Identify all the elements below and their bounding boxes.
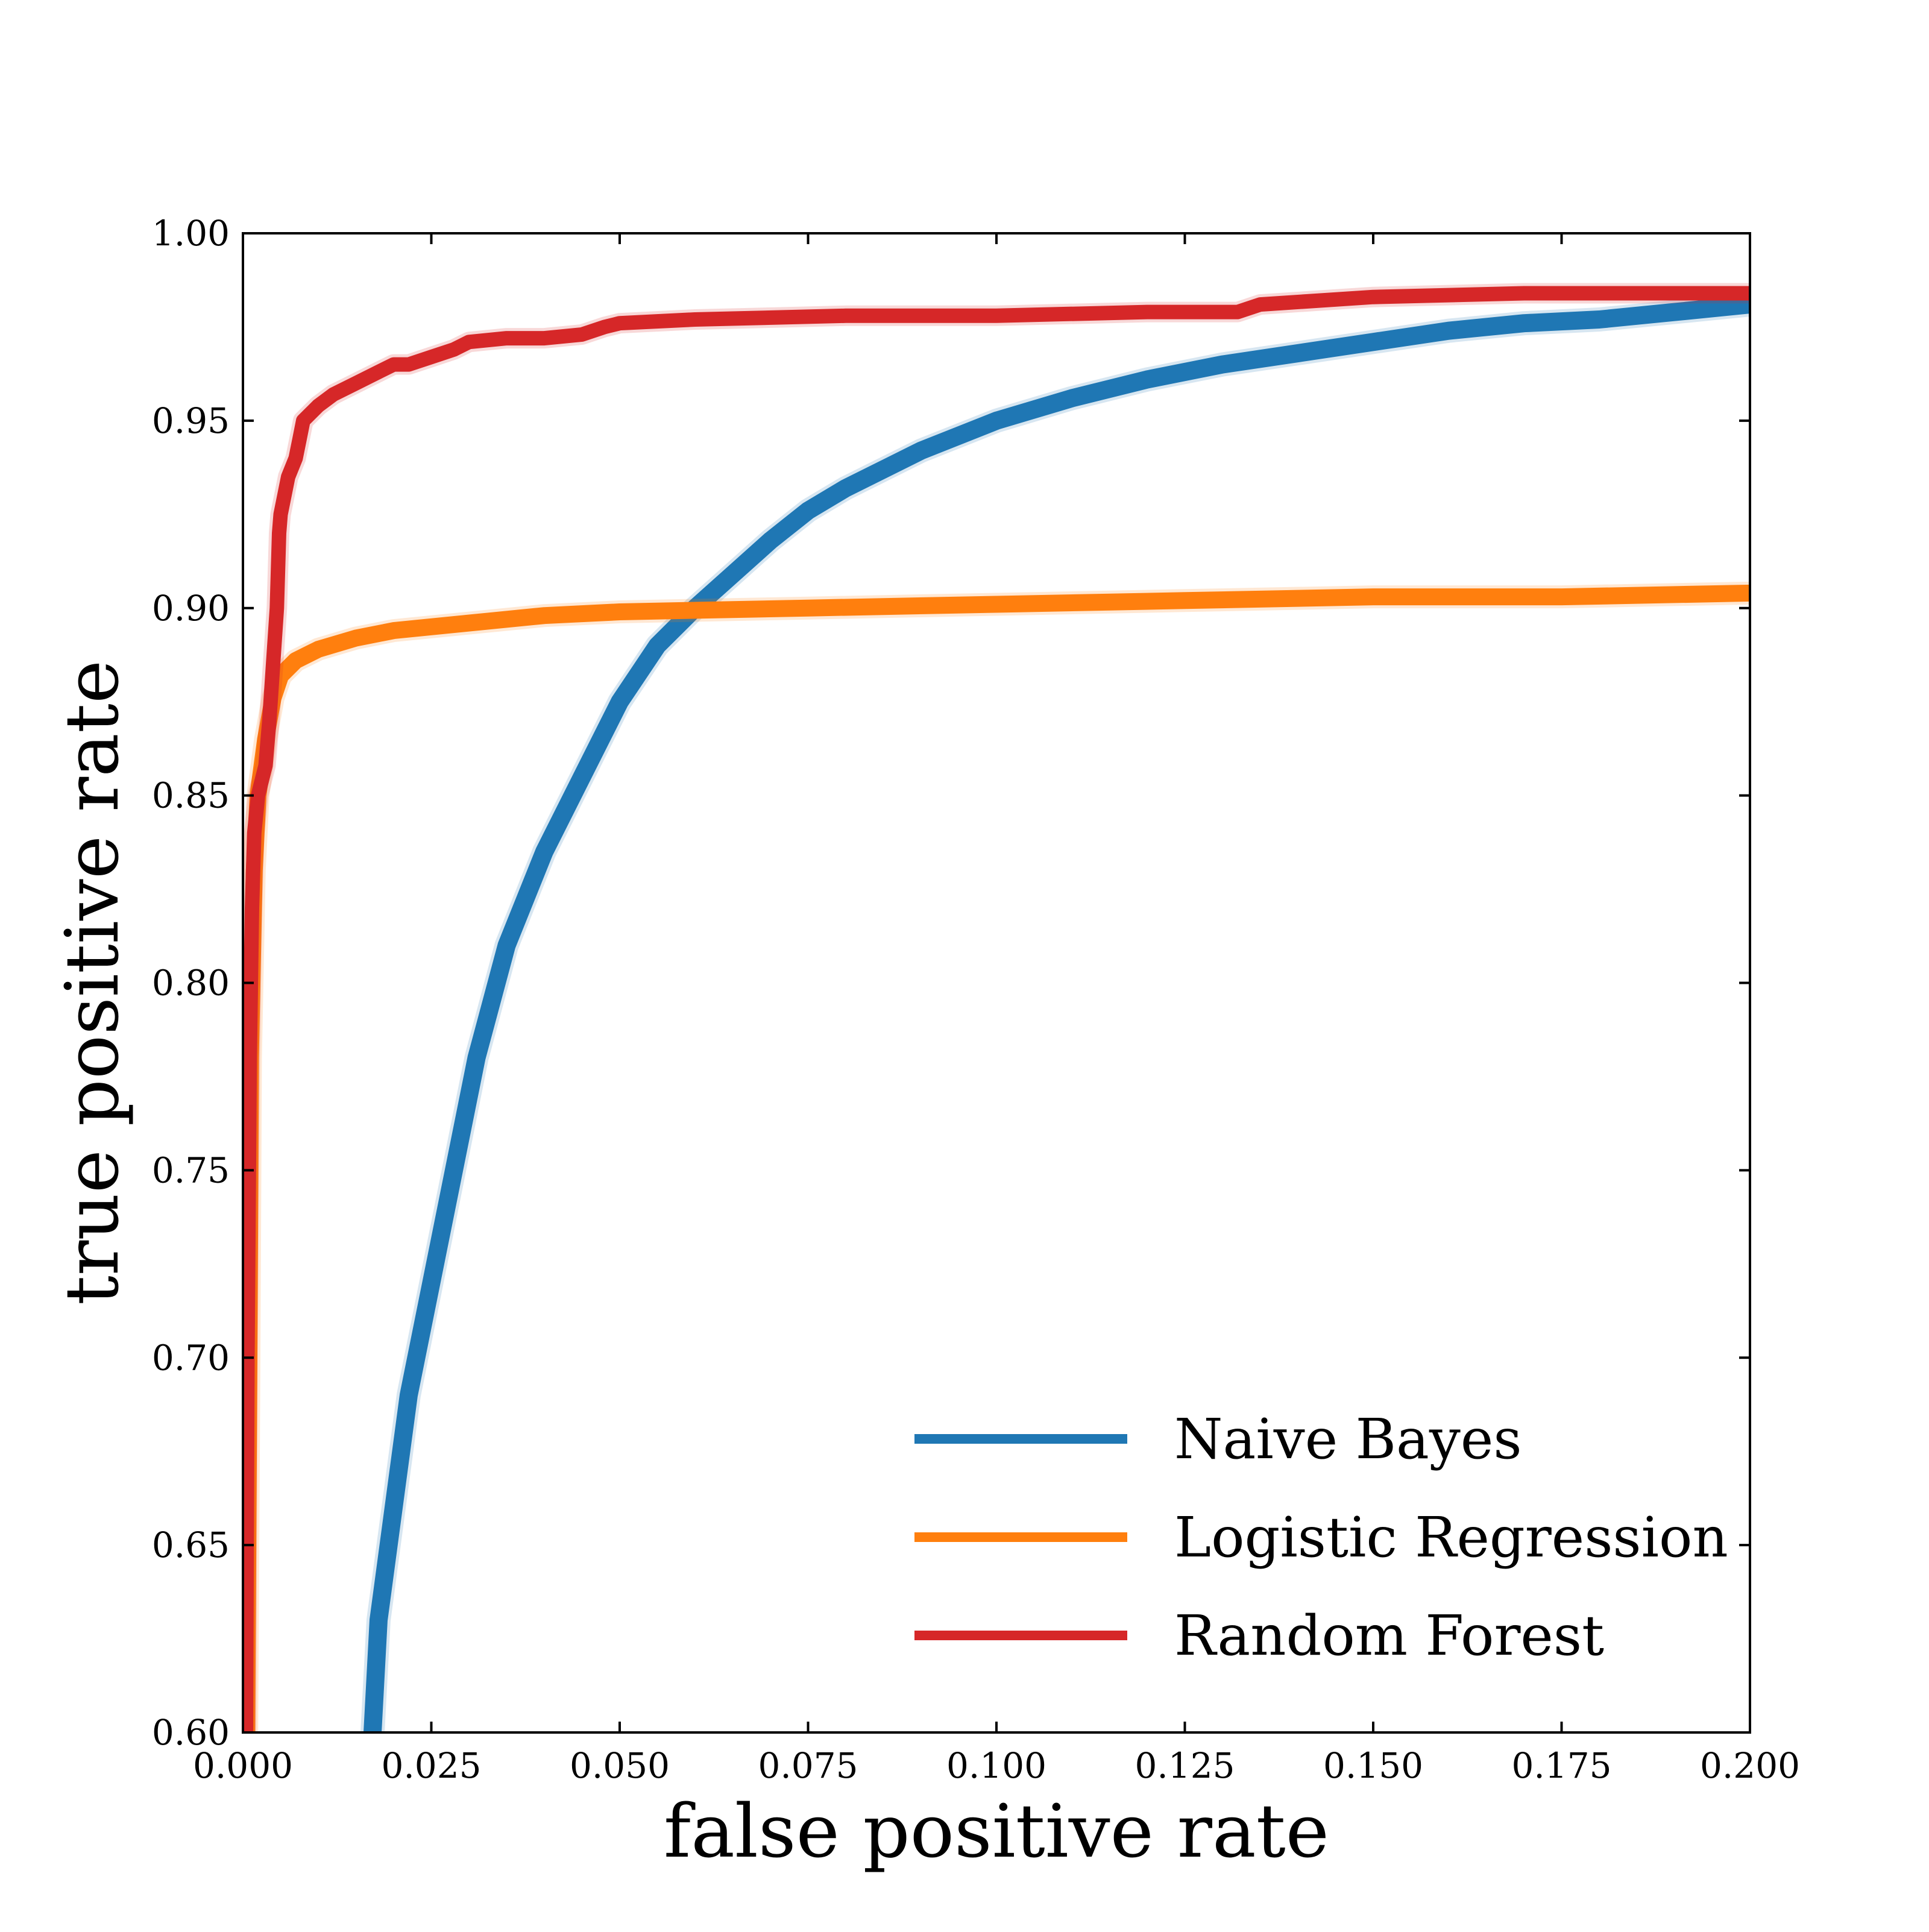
random-forest-line: [242, 286, 1750, 1733]
naive-bayes-line: [363, 295, 1751, 1733]
x-tick-label: 0.200: [1700, 1745, 1800, 1786]
y-tick-label: 1.00: [152, 213, 230, 254]
y-tick-label: 0.75: [152, 1150, 230, 1191]
y-tick-label: 0.85: [152, 775, 230, 816]
y-tick-label: 0.65: [152, 1525, 230, 1565]
legend-label-random-forest: Random Forest: [1174, 1603, 1604, 1668]
y-tick-label: 0.80: [152, 963, 230, 1004]
x-axis-title: false positive rate: [664, 1789, 1329, 1874]
x-tick-label: 0.075: [758, 1745, 858, 1786]
x-tick-label: 0.150: [1323, 1745, 1423, 1786]
tick-layer: 0.000 0.025 0.050 0.075 0.100 0.125 0.150 0.175…: [152, 213, 1800, 1786]
series-layer: [242, 283, 1751, 1734]
x-tick-label: 0.125: [1134, 1745, 1235, 1786]
legend: Naive Bayes Logistic Regression Random For…: [914, 1407, 1728, 1668]
legend-label-naive-bayes: Naive Bayes: [1174, 1407, 1522, 1471]
x-tick-label: 0.100: [946, 1745, 1046, 1786]
y-axis-title: true positive rate: [49, 660, 135, 1305]
x-tick-label: 0.050: [570, 1745, 670, 1786]
y-tick-label: 0.90: [152, 588, 230, 629]
y-tick-label: 0.60: [152, 1712, 230, 1753]
x-tick-label: 0.175: [1511, 1745, 1611, 1786]
legend-label-logistic-regression: Logistic Regression: [1174, 1505, 1728, 1570]
y-tick-label: 0.70: [152, 1337, 230, 1378]
x-tick-label: 0.025: [381, 1745, 481, 1786]
x-tick-label: 0.000: [193, 1745, 293, 1786]
y-tick-label: 0.95: [152, 400, 230, 441]
